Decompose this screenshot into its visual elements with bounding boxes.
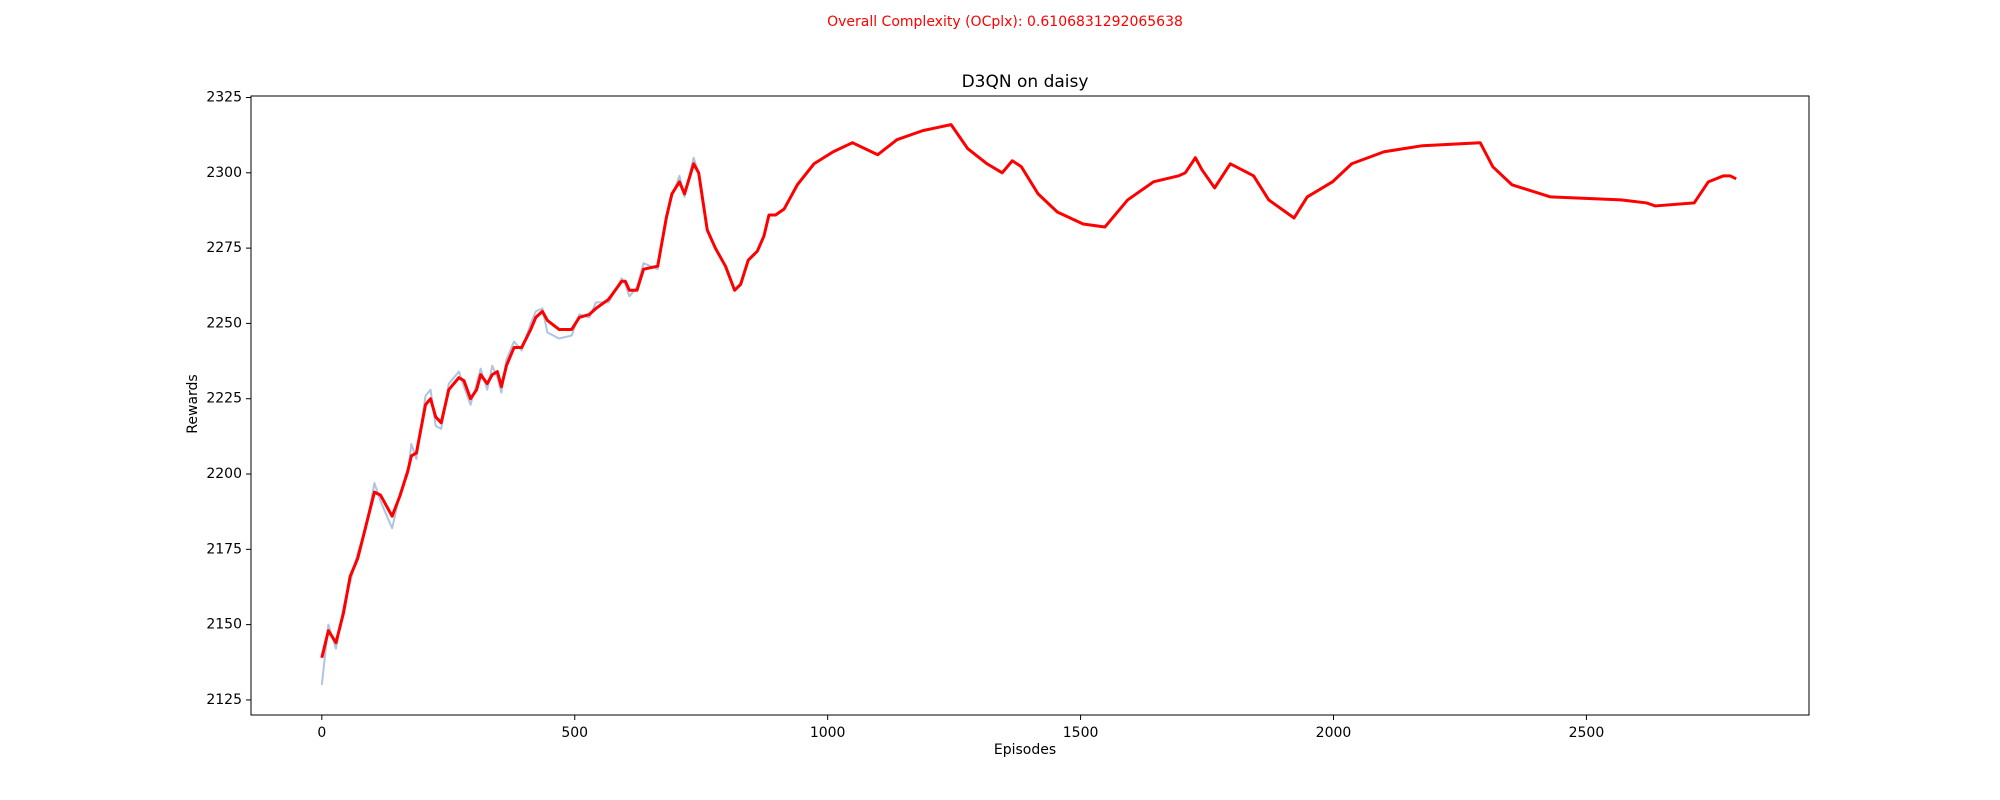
y-tick-label: 2225 (206, 391, 242, 407)
x-tick-label: 2000 (1316, 725, 1352, 741)
y-tick-label: 2250 (206, 315, 242, 331)
x-tick-label: 0 (317, 725, 326, 741)
y-axis-label: Rewards (185, 374, 201, 433)
chart-title: D3QN on daisy (962, 72, 1089, 92)
y-tick-label: 2150 (206, 617, 242, 633)
y-tick-label: 2300 (206, 165, 242, 181)
y-tick-label: 2175 (206, 541, 242, 557)
x-tick-label: 1500 (1063, 725, 1099, 741)
annotation: Overall Complexity (OCplx): 0.6106831292… (827, 14, 1183, 30)
plot-frame (250, 95, 1810, 716)
x-tick-label: 2500 (1569, 725, 1605, 741)
series-line (320, 123, 1737, 659)
y-tick-label: 2275 (206, 240, 242, 256)
x-tick-label: 1000 (810, 725, 846, 741)
y-tick-label: 2125 (206, 692, 242, 708)
y-tick-label: 2325 (206, 90, 242, 106)
series-line (320, 123, 1737, 685)
x-axis-label: Episodes (994, 742, 1056, 758)
x-tick-label: 500 (561, 725, 588, 741)
y-tick-label: 2200 (206, 466, 242, 482)
